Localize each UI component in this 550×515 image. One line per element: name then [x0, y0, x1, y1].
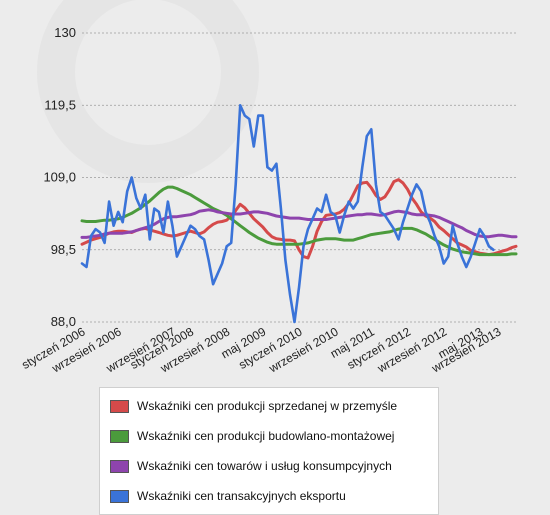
y-tick-label: 109,0: [43, 170, 76, 185]
series-line-2: [80, 185, 518, 257]
y-axis-ticks: 88,0 98,5 109,0 119,5 130: [43, 25, 76, 329]
legend-item-export[interactable]: Wskaźniki cen transakcyjnych eksportu: [104, 482, 434, 510]
legend: Wskaźniki cen produkcji sprzedanej w prz…: [99, 387, 439, 515]
legend-label: Wskaźniki cen produkcji budowlano-montaż…: [137, 429, 395, 443]
legend-swatch-blue: [110, 489, 129, 503]
legend-label: Wskaźniki cen produkcji sprzedanej w prz…: [137, 399, 398, 413]
series-lines: [80, 104, 518, 324]
legend-swatch-red: [110, 399, 129, 413]
y-tick-label: 88,0: [51, 314, 76, 329]
legend-label: Wskaźniki cen transakcyjnych eksportu: [137, 489, 346, 503]
series-line-1: [80, 178, 518, 260]
y-tick-label: 98,5: [51, 242, 76, 257]
series-line-3: [80, 208, 518, 239]
y-tick-label: 130: [54, 25, 76, 40]
series-line-4: [80, 104, 495, 324]
legend-swatch-green: [110, 429, 129, 443]
legend-item-construction[interactable]: Wskaźniki cen produkcji budowlano-montaż…: [104, 422, 434, 450]
legend-item-consumer[interactable]: Wskaźniki cen towarów i usług konsumpcyj…: [104, 452, 434, 480]
legend-item-industry[interactable]: Wskaźniki cen produkcji sprzedanej w prz…: [104, 392, 434, 420]
legend-label: Wskaźniki cen towarów i usług konsumpcyj…: [137, 459, 392, 473]
legend-swatch-purple: [110, 459, 129, 473]
watermark-logo: [37, 0, 259, 183]
y-tick-label: 119,5: [44, 97, 76, 112]
